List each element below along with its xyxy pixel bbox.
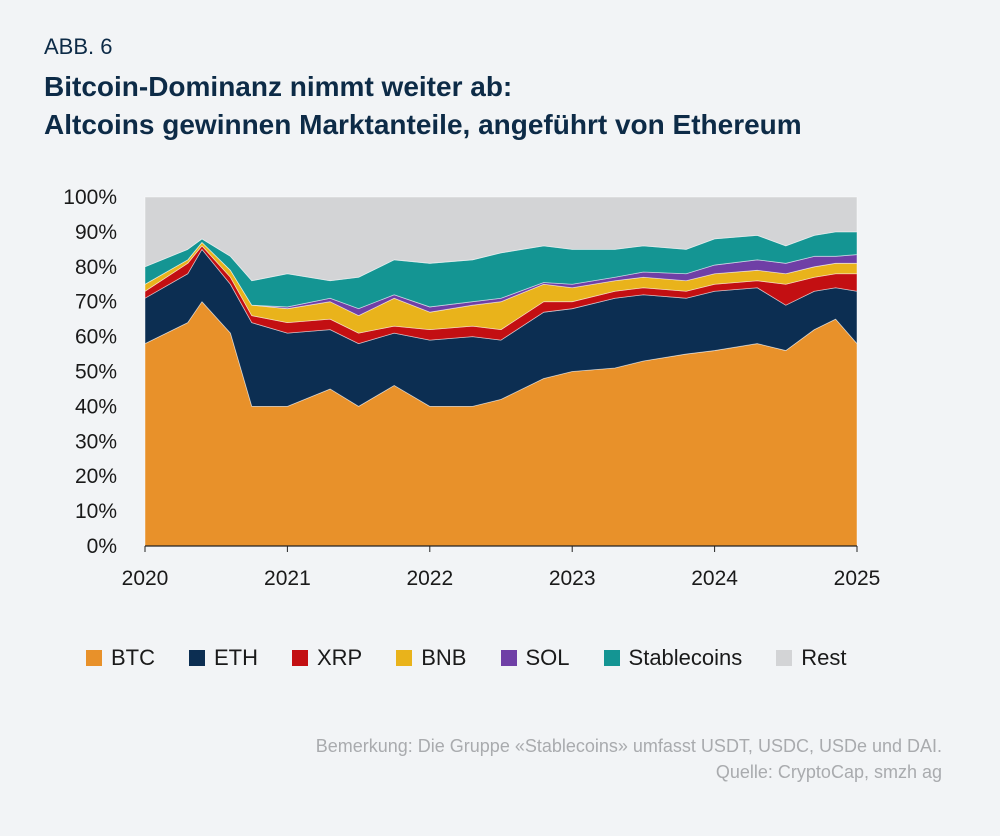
- x-tick-label: 2023: [549, 567, 596, 590]
- x-tick-label: 2025: [834, 567, 881, 590]
- figure-label: ABB. 6: [44, 34, 113, 59]
- y-tick-label: 40%: [75, 395, 117, 418]
- legend-item-stablecoins: Stablecoins: [603, 645, 743, 671]
- legend-swatch: [396, 650, 413, 666]
- legend-label: SOL: [525, 645, 570, 670]
- y-tick-label: 80%: [75, 256, 117, 279]
- y-tick-label: 10%: [75, 500, 117, 523]
- x-tick-label: 2024: [691, 567, 738, 590]
- legend-item-xrp: XRP: [292, 645, 362, 671]
- y-tick-label: 20%: [75, 465, 117, 488]
- legend-swatch: [603, 650, 620, 666]
- legend-swatch: [776, 650, 793, 666]
- legend-item-bnb: BNB: [396, 645, 467, 671]
- legend-swatch: [86, 650, 102, 666]
- x-tick-label: 2021: [264, 567, 311, 590]
- y-tick-label: 90%: [75, 221, 117, 244]
- legend-label: XRP: [317, 645, 363, 670]
- y-tick-label: 50%: [75, 361, 117, 384]
- legend-item-btc: BTC: [86, 645, 155, 671]
- y-tick-label: 100%: [63, 186, 117, 209]
- source: Quelle: CryptoCap, smzh ag: [715, 762, 942, 782]
- legend-label: Stablecoins: [628, 645, 743, 670]
- legend-label: BTC: [111, 645, 155, 670]
- legend-swatch: [500, 650, 517, 666]
- y-tick-label: 70%: [75, 291, 117, 314]
- title-line-1: Bitcoin-Dominanz nimmt weiter ab:: [44, 71, 513, 102]
- legend-item-rest: Rest: [776, 645, 847, 671]
- y-tick-label: 60%: [75, 326, 117, 349]
- area-rest: [144, 196, 858, 282]
- legend-item-eth: ETH: [189, 645, 258, 671]
- legend-label: BNB: [421, 645, 467, 670]
- legend-label: ETH: [214, 645, 258, 670]
- chart-title: Bitcoin-Dominanz nimmt weiter ab: Altcoi…: [44, 68, 802, 144]
- y-tick-label: 0%: [87, 535, 117, 558]
- legend-item-sol: SOL: [500, 645, 570, 671]
- x-tick-label: 2020: [122, 567, 169, 590]
- legend-swatch: [292, 650, 308, 666]
- legend-label: Rest: [801, 645, 847, 670]
- legend-swatch: [189, 650, 205, 666]
- footnote: Bemerkung: Die Gruppe «Stablecoins» umfa…: [315, 736, 942, 756]
- y-tick-label: 30%: [75, 430, 117, 453]
- legend: BTC ETH XRP BNB SOL Stablecoins Rest: [86, 645, 881, 671]
- x-tick-label: 2022: [406, 567, 453, 590]
- title-line-2: Altcoins gewinnen Marktanteile, angeführ…: [44, 109, 802, 140]
